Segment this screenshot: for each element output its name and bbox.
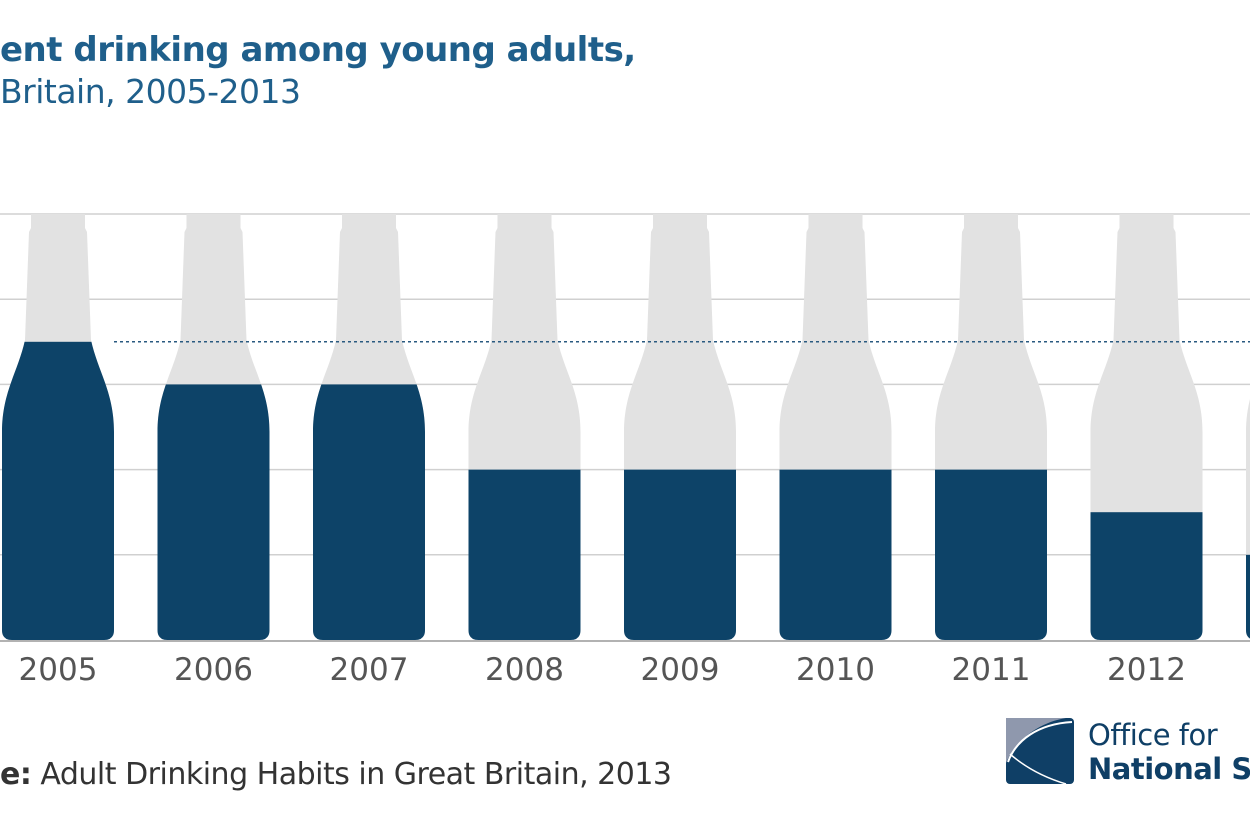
x-tick-label: 2012	[1107, 652, 1186, 688]
bar-fill-2008	[468, 469, 581, 640]
bar-fill-2012	[1090, 512, 1203, 640]
bar-fill-2010	[779, 469, 892, 640]
bar-fill-2007	[313, 384, 425, 640]
chart-title: ent drinking among young adults,	[0, 30, 636, 70]
ons-logo-icon	[1006, 718, 1074, 785]
source-note: e: Adult Drinking Habits in Great Britai…	[0, 757, 672, 792]
x-tick-label: 2008	[485, 652, 564, 688]
logo-line-2: National St	[1088, 752, 1250, 786]
bar-fill-2005	[2, 341, 114, 640]
bar-fill-2009	[624, 469, 736, 640]
logo-line-1: Office for	[1088, 718, 1218, 752]
x-tick-label: 2007	[330, 652, 409, 688]
bar-fill-2013	[1246, 554, 1250, 640]
chart-subtitle: Britain, 2005-2013	[0, 72, 301, 111]
source-text: Adult Drinking Habits in Great Britain, …	[31, 757, 672, 792]
x-tick-label: 2009	[641, 652, 720, 688]
ons-logo: Office for National St	[1006, 718, 1250, 788]
x-tick-label: 2011	[952, 652, 1031, 688]
source-label: e:	[0, 757, 32, 792]
x-tick-label: 2006	[174, 652, 253, 688]
x-tick-label: 2010	[796, 652, 875, 688]
bar-fill-2011	[935, 469, 1047, 640]
bottle-chart: 200520062007200820092010201120122013	[0, 213, 1250, 688]
bar-fill-2006	[157, 384, 270, 640]
x-tick-label: 2005	[19, 652, 98, 688]
